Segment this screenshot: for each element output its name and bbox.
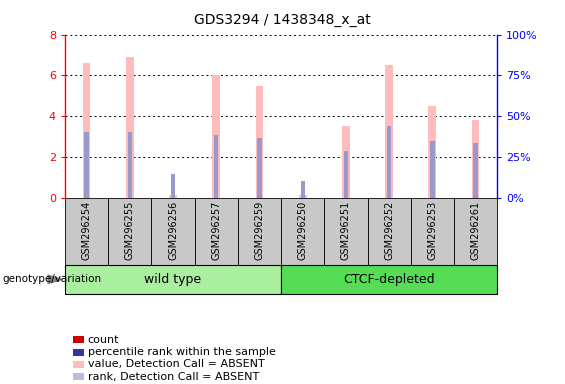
FancyBboxPatch shape (324, 198, 367, 265)
Text: value, Detection Call = ABSENT: value, Detection Call = ABSENT (88, 359, 264, 369)
FancyBboxPatch shape (194, 198, 238, 265)
Bar (84, 132, 89, 198)
Text: GSM296259: GSM296259 (254, 201, 264, 260)
FancyBboxPatch shape (108, 198, 151, 265)
FancyBboxPatch shape (454, 198, 497, 265)
Bar (473, 143, 478, 198)
Text: GDS3294 / 1438348_x_at: GDS3294 / 1438348_x_at (194, 13, 371, 27)
Bar (212, 75, 220, 198)
Bar (385, 65, 393, 198)
Bar (387, 126, 392, 198)
Text: rank, Detection Call = ABSENT: rank, Detection Call = ABSENT (88, 372, 259, 382)
Bar (257, 137, 262, 198)
FancyBboxPatch shape (281, 198, 324, 265)
Text: percentile rank within the sample: percentile rank within the sample (88, 347, 276, 357)
Bar (299, 195, 307, 198)
FancyBboxPatch shape (151, 198, 194, 265)
Text: GSM296253: GSM296253 (427, 201, 437, 260)
FancyBboxPatch shape (367, 198, 411, 265)
Text: GSM296251: GSM296251 (341, 201, 351, 260)
Bar (301, 182, 305, 198)
Bar (428, 106, 436, 198)
Bar (344, 151, 348, 198)
Text: GSM296257: GSM296257 (211, 201, 221, 260)
Text: count: count (88, 335, 119, 345)
Bar (169, 195, 177, 198)
Text: GSM296261: GSM296261 (471, 201, 481, 260)
Text: GSM296256: GSM296256 (168, 201, 178, 260)
FancyBboxPatch shape (281, 265, 497, 294)
Text: wild type: wild type (145, 273, 202, 286)
Bar (342, 126, 350, 198)
FancyBboxPatch shape (65, 198, 108, 265)
FancyBboxPatch shape (65, 265, 281, 294)
Bar (430, 141, 434, 198)
FancyBboxPatch shape (411, 198, 454, 265)
Text: genotype/variation: genotype/variation (3, 274, 102, 285)
Bar (126, 57, 134, 198)
Bar (171, 174, 175, 198)
Bar (214, 134, 219, 198)
Text: GSM296255: GSM296255 (125, 201, 135, 260)
Bar (82, 63, 90, 198)
Text: GSM296250: GSM296250 (298, 201, 308, 260)
Text: GSM296252: GSM296252 (384, 201, 394, 260)
Bar (472, 120, 480, 198)
Text: GSM296254: GSM296254 (81, 201, 92, 260)
Bar (255, 86, 263, 198)
Bar (128, 132, 132, 198)
FancyBboxPatch shape (238, 198, 281, 265)
Text: CTCF-depleted: CTCF-depleted (344, 273, 435, 286)
